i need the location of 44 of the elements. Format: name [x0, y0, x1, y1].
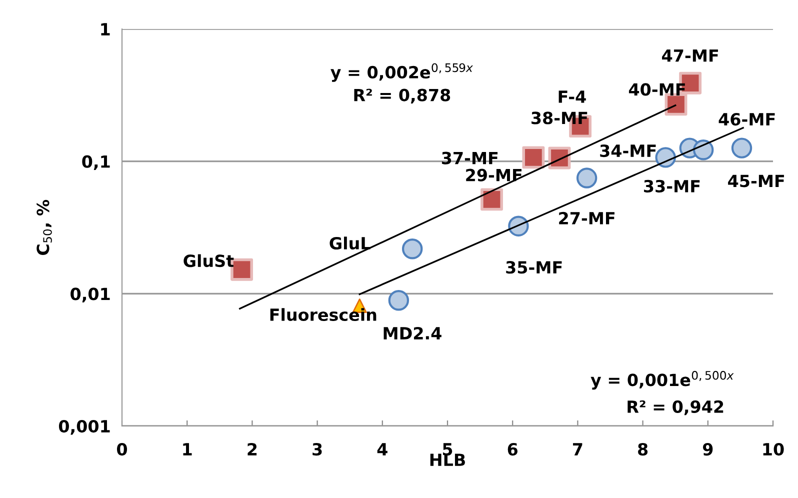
x-tick-label: 9 [702, 442, 713, 456]
annotation: Fluorescein [270, 308, 376, 322]
annotation: 46-MF [718, 112, 775, 126]
x-axis-title: HLB [430, 454, 465, 466]
x-tick-label: 2 [248, 442, 257, 456]
point [576, 168, 598, 188]
y-tick-label: 1 [101, 23, 110, 36]
y-axis-title: C$_{50}$, % [36, 200, 52, 256]
annotation: F-4 [558, 90, 586, 103]
annotation: y = 0,002e$^{0,559x}$ [330, 63, 473, 82]
point [388, 290, 410, 311]
y-tick-label: 0,1 [82, 155, 110, 170]
x-tick-label: 4 [377, 443, 388, 456]
annotation: 47-MF [662, 50, 718, 62]
y-tick-label: 0,01 [70, 288, 110, 302]
point [692, 140, 714, 160]
annotation: 35-MF [506, 261, 562, 274]
annotation: 40-MF [628, 83, 685, 96]
annotation: y = 0,001e$^{0,500x}$ [590, 370, 734, 390]
annotation: GluSt [184, 254, 234, 268]
annotation: 34-MF [600, 144, 656, 158]
x-tick-label: 7 [573, 443, 582, 456]
annotation: GluL [330, 236, 370, 250]
annotation: R² = 0,878 [354, 88, 450, 104]
point [480, 188, 503, 211]
point [548, 146, 571, 170]
annotation: 33-MF [644, 180, 700, 192]
annotation: 38-MF [532, 112, 588, 124]
x-tick-label: 1 [183, 443, 192, 456]
annotation: 27-MF [559, 212, 614, 224]
x-tick-label: 8 [638, 442, 648, 456]
annotation: MD2.4 [384, 326, 442, 340]
x-tick-label: 3 [312, 442, 322, 456]
annotation: 37-MF [442, 152, 498, 164]
annotation: R² = 0,942 [628, 400, 724, 416]
annotation: 29-MF [466, 168, 522, 182]
point [402, 238, 423, 260]
point [731, 138, 752, 158]
y-tick-label: 0,001 [58, 420, 110, 435]
point [522, 146, 545, 169]
annotation: 45-MF [728, 174, 784, 188]
x-tick-label: 10 [763, 442, 784, 456]
x-tick-label: 0 [117, 442, 127, 456]
x-tick-label: 6 [508, 442, 518, 456]
